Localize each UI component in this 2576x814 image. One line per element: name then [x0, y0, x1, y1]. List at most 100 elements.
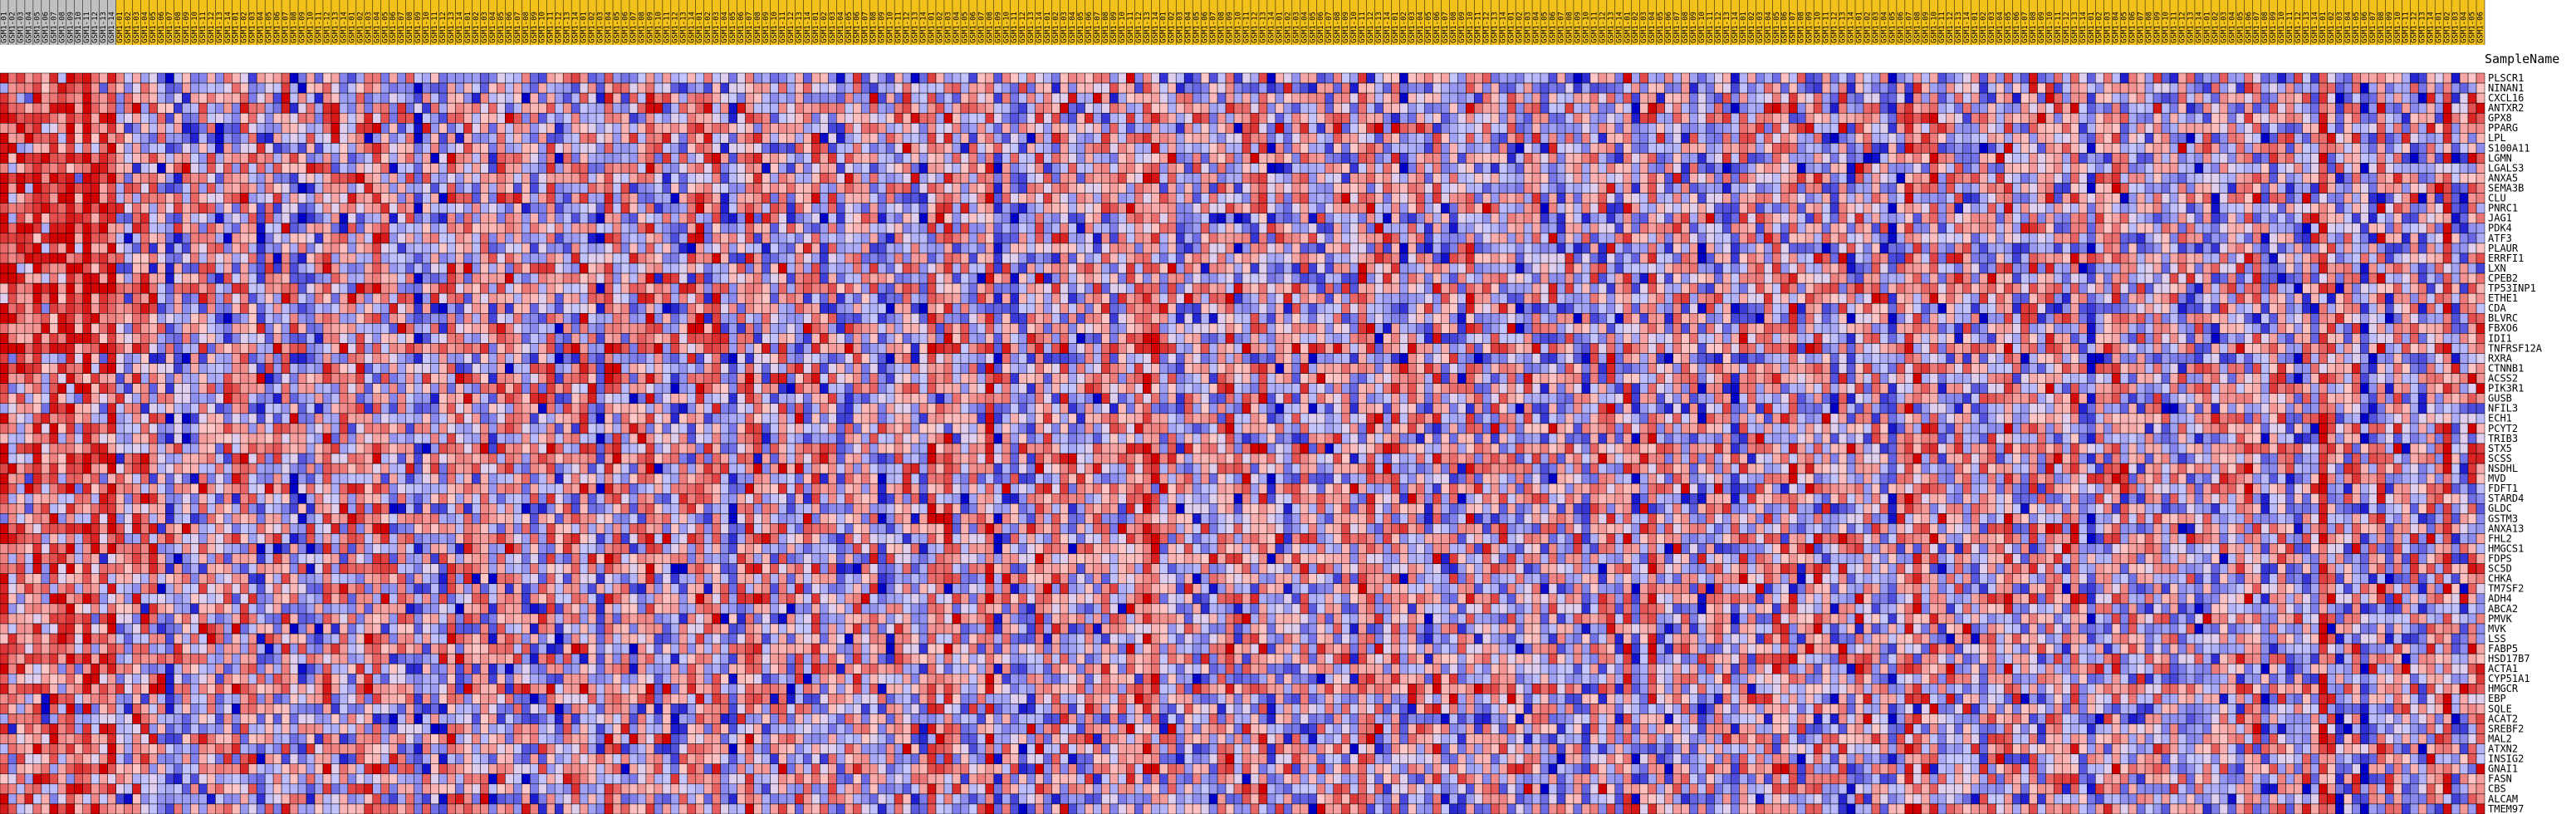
- heatmap-cell: [637, 203, 647, 213]
- column-label: GSM1-14: [1267, 12, 1276, 43]
- heatmap-cell: [488, 102, 497, 114]
- heatmap-cell: [2020, 183, 2030, 194]
- heatmap-cell: [1780, 92, 1790, 104]
- heatmap-cell: [1466, 92, 1475, 104]
- heatmap-cell: [1341, 193, 1350, 204]
- heatmap-cell: [629, 112, 639, 124]
- heatmap-cell: [124, 92, 133, 104]
- heatmap-cell: [935, 92, 945, 104]
- heatmap-cell: [207, 193, 216, 204]
- heatmap-cell: [2319, 92, 2328, 104]
- heatmap-cell: [57, 133, 67, 144]
- heatmap-cell: [272, 203, 282, 213]
- heatmap-cell: [811, 163, 820, 174]
- heatmap-cell: [463, 72, 473, 84]
- heatmap-cell: [1283, 123, 1293, 134]
- heatmap-cell: [1341, 143, 1350, 154]
- heatmap-cell: [2079, 203, 2088, 213]
- heatmap-cell: [1391, 72, 1400, 84]
- heatmap-cell: [1349, 183, 1359, 194]
- column-label: GSM1-13: [2187, 12, 2195, 43]
- heatmap-cell: [1250, 133, 1260, 144]
- heatmap-cell: [414, 213, 423, 224]
- column-label: GSM1-11: [1475, 12, 1483, 43]
- heatmap-cell: [2343, 133, 2353, 144]
- heatmap-cell: [2294, 102, 2303, 114]
- heatmap-cell: [1101, 213, 1110, 224]
- heatmap-cell: [331, 72, 340, 84]
- heatmap-cell: [2236, 82, 2245, 94]
- heatmap-cell: [1631, 123, 1640, 134]
- heatmap-cell: [2020, 153, 2030, 164]
- heatmap-cell: [1300, 143, 1310, 154]
- column-label: GSM1-09: [879, 12, 887, 43]
- heatmap-cell: [1954, 163, 1963, 174]
- heatmap-cell: [712, 123, 721, 134]
- heatmap-cell: [1648, 112, 1657, 124]
- heatmap-cell: [2476, 143, 2485, 154]
- column-label: GSM1-12: [787, 12, 796, 43]
- heatmap-cell: [157, 173, 166, 184]
- heatmap-cell: [554, 213, 564, 224]
- heatmap-cell: [1383, 163, 1392, 174]
- heatmap-cell: [1631, 203, 1640, 213]
- heatmap-cell: [1441, 213, 1450, 224]
- heatmap-cell: [239, 143, 249, 154]
- heatmap-cell: [820, 203, 829, 213]
- heatmap-cell: [480, 112, 489, 124]
- heatmap-cell: [1606, 72, 1616, 84]
- heatmap-cell: [1631, 72, 1640, 84]
- heatmap-cell: [902, 82, 912, 94]
- heatmap-cell: [165, 173, 174, 184]
- heatmap-cell: [107, 102, 116, 114]
- heatmap-cell: [306, 72, 316, 84]
- heatmap-cell: [943, 173, 953, 184]
- heatmap-cell: [2352, 82, 2361, 94]
- heatmap-cell: [1780, 112, 1790, 124]
- heatmap-cell: [2177, 203, 2187, 213]
- heatmap-cell: [885, 82, 895, 94]
- heatmap-cell: [2327, 133, 2336, 144]
- heatmap-cell: [24, 92, 34, 104]
- heatmap-cell: [1010, 193, 1019, 204]
- heatmap-cell: [140, 193, 149, 204]
- heatmap-cell: [1258, 102, 1268, 114]
- column-label: GSM1-01: [116, 12, 125, 43]
- column-label: GSM1-08: [1450, 12, 1458, 43]
- heatmap-cell: [2260, 82, 2270, 94]
- heatmap-cell: [795, 213, 804, 224]
- heatmap-cell: [770, 123, 779, 134]
- heatmap-cell: [770, 163, 779, 174]
- heatmap-cell: [372, 123, 382, 134]
- heatmap-cell: [629, 153, 639, 164]
- heatmap-cell: [2202, 102, 2212, 114]
- heatmap-cell: [2186, 133, 2196, 144]
- heatmap-cell: [1714, 133, 1723, 144]
- heatmap-cell: [1341, 112, 1350, 124]
- heatmap-cell: [737, 82, 746, 94]
- heatmap-cell: [977, 173, 987, 184]
- heatmap-cell: [2095, 112, 2104, 124]
- heatmap-cell: [397, 102, 406, 114]
- column-label: GSM1-05: [961, 12, 969, 43]
- heatmap-cell: [1002, 123, 1011, 134]
- heatmap-cell: [1358, 193, 1367, 204]
- heatmap-cell: [389, 123, 398, 134]
- heatmap-cell: [430, 163, 439, 174]
- heatmap-cell: [853, 133, 862, 144]
- column-label: GSM1-09: [1574, 12, 1582, 43]
- column-label: GSM1-11: [1938, 12, 1947, 43]
- heatmap-cell: [2103, 123, 2113, 134]
- heatmap-cell: [2302, 102, 2311, 114]
- heatmap-cell: [1118, 143, 1127, 154]
- heatmap-cell: [2029, 203, 2038, 213]
- heatmap-cell: [1813, 193, 1823, 204]
- heatmap-cell: [1706, 193, 1715, 204]
- heatmap-cell: [2409, 203, 2419, 213]
- heatmap-cell: [314, 203, 324, 213]
- heatmap-cell: [894, 72, 904, 84]
- heatmap-cell: [0, 102, 9, 114]
- heatmap-cell: [612, 123, 622, 134]
- heatmap-cell: [107, 183, 116, 194]
- heatmap-cell: [1175, 112, 1185, 124]
